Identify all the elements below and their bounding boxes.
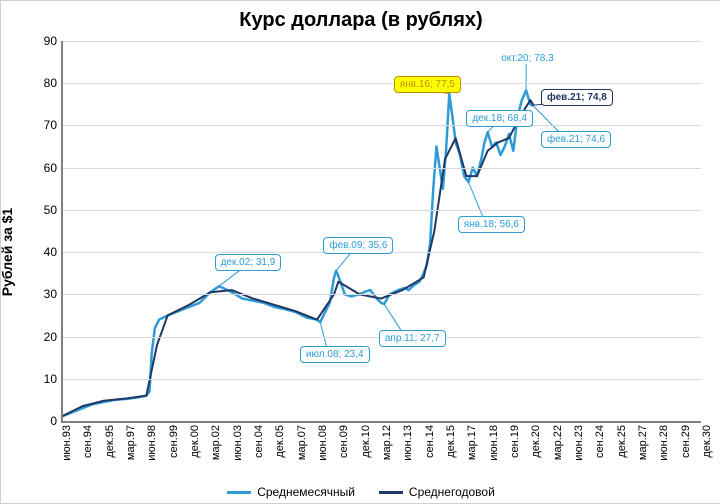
callout-label: дек.02; 31,9 [215, 254, 282, 271]
x-tick-label: июн.28 [658, 425, 670, 461]
x-tick-label: мар.27 [637, 425, 649, 460]
callout-label: фев.09; 35,6 [323, 237, 393, 254]
legend-item: Среднемесячный [227, 485, 355, 499]
callout-label: фев.21; 74,8 [541, 89, 613, 106]
y-tick-label: 50 [44, 203, 57, 217]
x-tick-label: дек.05 [274, 425, 286, 458]
callout-label: фев.21; 74,6 [541, 131, 611, 148]
x-tick-label: мар.02 [210, 425, 222, 460]
chart-title: Курс доллара (в рублях) [1, 9, 720, 32]
callout-label: июл.08; 23,4 [300, 346, 370, 363]
x-tick-label: июн.93 [61, 425, 73, 461]
x-tick-label: июн.23 [573, 425, 585, 461]
y-tick-label: 0 [50, 414, 57, 428]
x-tick-label: сен.29 [680, 425, 692, 458]
x-tick-label: дек.10 [360, 425, 372, 458]
callout-label: дек.18; 68,4 [466, 110, 533, 127]
y-axis [61, 41, 63, 421]
x-tick-label: дек.25 [616, 425, 628, 458]
gridline [61, 379, 701, 380]
x-tick-label: сен.19 [509, 425, 521, 458]
y-tick-label: 20 [44, 330, 57, 344]
x-tick-label: дек.95 [104, 425, 116, 458]
legend-label: Среднегодовой [409, 485, 495, 499]
chart-container: Курс доллара (в рублях) Рублей за $1 010… [0, 0, 720, 504]
x-tick-label: сен.99 [168, 425, 180, 458]
x-tick-label: дек.00 [189, 425, 201, 458]
x-tick-label: мар.07 [296, 425, 308, 460]
y-tick-label: 80 [44, 76, 57, 90]
callout-label: янв.16; 77,5 [394, 76, 461, 93]
x-tick-label: июн.13 [402, 425, 414, 461]
series-line [61, 100, 534, 417]
y-tick-label: 60 [44, 161, 57, 175]
x-tick-label: сен.94 [82, 425, 94, 458]
x-tick-label: июн.03 [232, 425, 244, 461]
y-tick-label: 40 [44, 245, 57, 259]
gridline [61, 83, 701, 84]
series-line [61, 90, 534, 416]
y-tick-label: 90 [44, 34, 57, 48]
x-tick-label: мар.22 [552, 425, 564, 460]
x-tick-label: сен.09 [338, 425, 350, 458]
y-tick-label: 70 [44, 118, 57, 132]
x-tick-label: дек.20 [530, 425, 542, 458]
callout-label: апр.11; 27,7 [379, 330, 446, 347]
y-tick-label: 10 [44, 372, 57, 386]
x-axis [61, 421, 701, 423]
x-tick-label: мар.17 [466, 425, 478, 460]
legend-item: Среднегодовой [379, 485, 495, 499]
legend-label: Среднемесячный [257, 485, 355, 499]
legend: Среднемесячный Среднегодовой [1, 483, 720, 500]
x-tick-label: июн.18 [488, 425, 500, 461]
gridline [61, 210, 701, 211]
x-tick-label: сен.14 [424, 425, 436, 458]
legend-swatch [227, 491, 251, 494]
gridline [61, 294, 701, 295]
x-tick-label: дек.30 [701, 425, 713, 458]
x-tick-label: июн.08 [317, 425, 329, 461]
callout-label: янв.18; 56,6 [458, 216, 525, 233]
x-tick-label: мар.12 [381, 425, 393, 460]
plot-area: 0102030405060708090июн.93сен.94дек.95мар… [61, 41, 701, 421]
gridline [61, 125, 701, 126]
gridline [61, 168, 701, 169]
x-tick-label: сен.04 [253, 425, 265, 458]
x-tick-label: дек.15 [445, 425, 457, 458]
callout-label: окт.20; 78,3 [496, 51, 558, 66]
y-tick-label: 30 [44, 287, 57, 301]
legend-swatch [379, 491, 403, 494]
gridline [61, 41, 701, 42]
x-tick-label: мар.97 [125, 425, 137, 460]
y-axis-label: Рублей за $1 [0, 208, 15, 296]
x-tick-label: сен.24 [594, 425, 606, 458]
x-tick-label: июн.98 [146, 425, 158, 461]
